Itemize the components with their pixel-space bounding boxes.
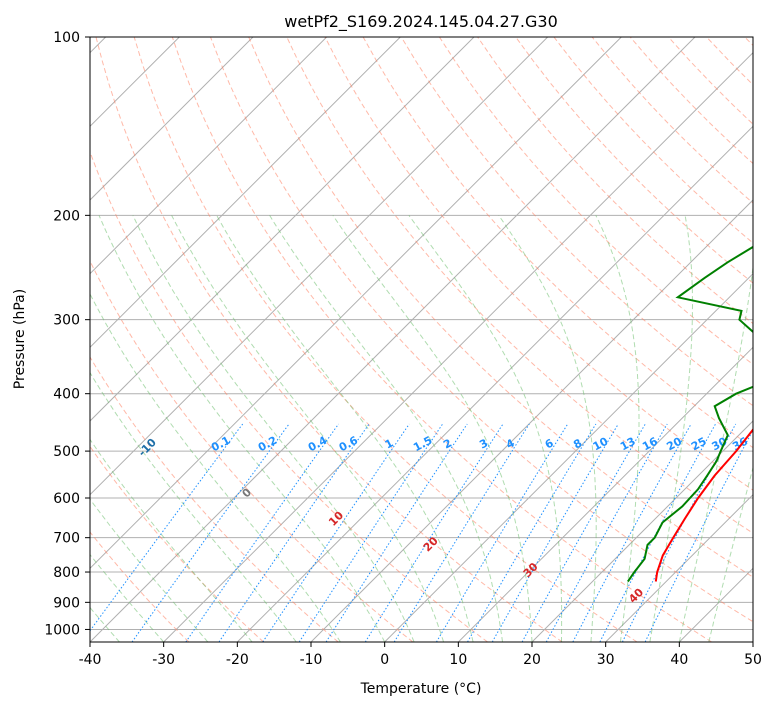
mixing-ratio-label: 30	[710, 435, 730, 454]
isotherm-line	[90, 37, 475, 422]
moist-adiabat-line	[649, 215, 693, 642]
isotherm-line	[90, 37, 622, 570]
moist-adiabat-line	[90, 553, 165, 642]
y-tick-label: 400	[53, 387, 80, 403]
x-tick-label: -30	[152, 652, 175, 668]
dry-adiabat-line	[90, 445, 264, 642]
plot-frame	[89, 36, 754, 643]
y-tick-label: 500	[53, 444, 80, 460]
y-tick-label: 800	[53, 565, 80, 581]
background-lines	[90, 37, 753, 642]
moist-adiabat-line	[90, 438, 253, 642]
mixing-ratio-line	[621, 423, 737, 642]
dry-adiabat-line	[90, 356, 339, 642]
y-tick-label: 900	[53, 595, 80, 611]
dry-adiabat-line	[133, 37, 638, 642]
y-axis-label: Pressure (hPa)	[12, 289, 28, 389]
temperature-profile-line	[654, 428, 753, 582]
mixing-ratio-line	[185, 423, 340, 642]
x-tick-label: -20	[226, 652, 249, 668]
x-tick-label: -10	[300, 652, 323, 668]
mixing-ratio-line	[325, 423, 468, 642]
dry-adiabat-line	[400, 37, 753, 407]
chart-title: wetPf2_S169.2024.145.04.27.G30	[284, 12, 558, 32]
axis-ticks: -40 -30 -20 -10 0 10 20 30 40 50 100 200 300 400 500 60…	[44, 30, 762, 668]
y-tick-label: 200	[53, 208, 80, 224]
dry-adiabat-line	[90, 531, 190, 642]
isotherm-line	[457, 346, 753, 642]
moist-adiabat-line	[171, 215, 445, 642]
dry-adiabat-line	[324, 37, 753, 491]
moist-adiabat-line	[708, 465, 753, 642]
x-tick-label: -40	[79, 652, 102, 668]
moist-adiabat-line	[408, 215, 563, 642]
dry-adiabat-line	[90, 259, 414, 642]
isotherm-line	[605, 493, 753, 642]
isotherm-line	[90, 37, 401, 349]
dewpoint-profile-line	[627, 245, 753, 583]
mixing-ratio-label: 20	[664, 435, 684, 454]
mixing-ratio-line	[131, 423, 290, 642]
moist-adiabat-line	[678, 263, 753, 642]
mixing-ratio-line	[467, 423, 597, 642]
dry-adiabat-line	[210, 37, 753, 623]
x-tick-label: 40	[670, 652, 688, 668]
dry-adiabat-line	[248, 37, 753, 578]
x-tick-label: 50	[744, 652, 762, 668]
x-axis-label: Temperature (°C)	[360, 681, 482, 697]
isotherm-line	[90, 37, 549, 496]
mixing-ratio-line	[262, 423, 410, 642]
y-tick-label: 100	[53, 30, 80, 46]
x-tick-label: 10	[449, 652, 467, 668]
moist-adiabat-line	[269, 215, 503, 642]
mixing-ratio-line	[644, 428, 753, 642]
mixing-ratio-label: 10	[591, 435, 611, 454]
dry-adiabat-line	[171, 37, 712, 642]
moist-adiabat-line	[498, 215, 597, 642]
mixing-ratio-label: 13	[618, 435, 638, 454]
mixing-ratio-line	[364, 423, 504, 642]
mixing-ratio-label: 25	[689, 435, 709, 454]
isotherm-line	[163, 51, 753, 642]
mixing-ratio-line	[545, 423, 668, 642]
x-tick-label: 20	[523, 652, 541, 668]
y-tick-label: 600	[53, 491, 80, 507]
x-tick-label: 0	[380, 652, 389, 668]
y-tick-label: 1000	[44, 622, 80, 638]
isotherm-line	[236, 125, 753, 642]
mixing-ratio-line	[599, 423, 716, 642]
y-tick-label: 300	[53, 313, 80, 329]
dry-adiabat-line	[438, 37, 753, 366]
y-tick-label: 700	[53, 531, 80, 547]
moist-adiabat-line	[90, 498, 209, 642]
dry-adiabat-line	[515, 37, 753, 284]
dry-adiabat-line	[95, 37, 563, 642]
moist-adiabat-line	[90, 371, 297, 642]
moist-adiabat-line	[90, 293, 341, 642]
isotherm-line	[90, 37, 328, 275]
isotherm-line	[384, 272, 753, 642]
profile-lines	[627, 245, 753, 583]
mixing-ratio-line	[90, 423, 244, 632]
mixing-ratio-line	[572, 423, 692, 642]
mixing-ratio-label: 16	[640, 435, 660, 454]
isotherm-line	[90, 37, 254, 201]
isotherm-line	[531, 420, 753, 642]
moist-adiabat-line	[595, 215, 640, 642]
moist-adiabat-line	[132, 215, 415, 642]
x-tick-label: 30	[597, 652, 615, 668]
mixing-ratio-line	[491, 423, 619, 642]
dry-adiabat-line	[90, 150, 488, 642]
mixing-ratio-line	[521, 423, 646, 642]
moist-adiabat-line	[98, 215, 386, 642]
mixing-ratio-line	[435, 423, 569, 642]
isotherm-line	[90, 37, 696, 642]
